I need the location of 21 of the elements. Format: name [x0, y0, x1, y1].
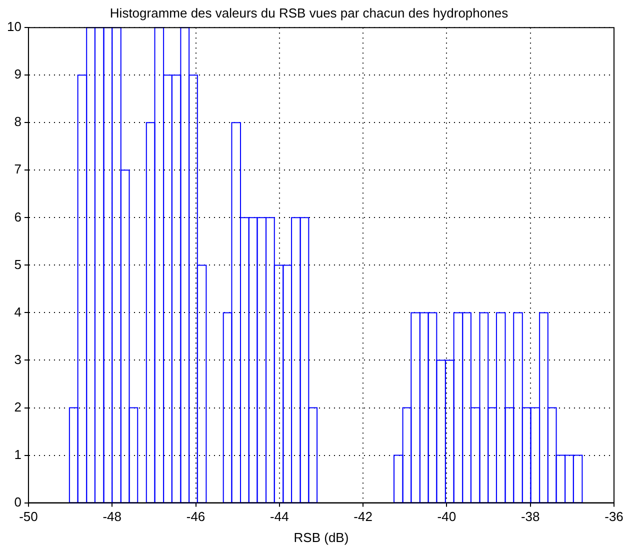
x-tick-label: -38: [520, 509, 540, 524]
y-tick-label: 7: [14, 162, 22, 177]
y-tick-label: 5: [14, 256, 22, 272]
x-tick-label: -50: [19, 509, 38, 524]
x-tick-label: -42: [354, 509, 372, 524]
x-tick-label: -46: [186, 509, 206, 524]
y-tick-label: 10: [6, 19, 22, 34]
y-tick-label: 4: [14, 304, 22, 320]
y-tick-label: 8: [14, 114, 22, 130]
x-axis-title: RSB (dB): [294, 530, 349, 545]
y-tick-label: 6: [14, 209, 22, 224]
x-tick-label: -44: [270, 509, 289, 524]
y-tick-label: 9: [14, 66, 22, 82]
y-tick-label: 1: [14, 446, 22, 462]
y-tick-label: 2: [14, 399, 22, 414]
y-tick-label: 0: [14, 494, 22, 510]
chart-title: Histogramme des valeurs du RSB vues par chacun des hydrophones: [110, 5, 509, 20]
x-tick-label: -36: [604, 509, 624, 524]
y-tick-label: 3: [14, 352, 22, 367]
x-tick-label: -40: [437, 509, 456, 524]
x-tick-label: -48: [102, 509, 122, 524]
